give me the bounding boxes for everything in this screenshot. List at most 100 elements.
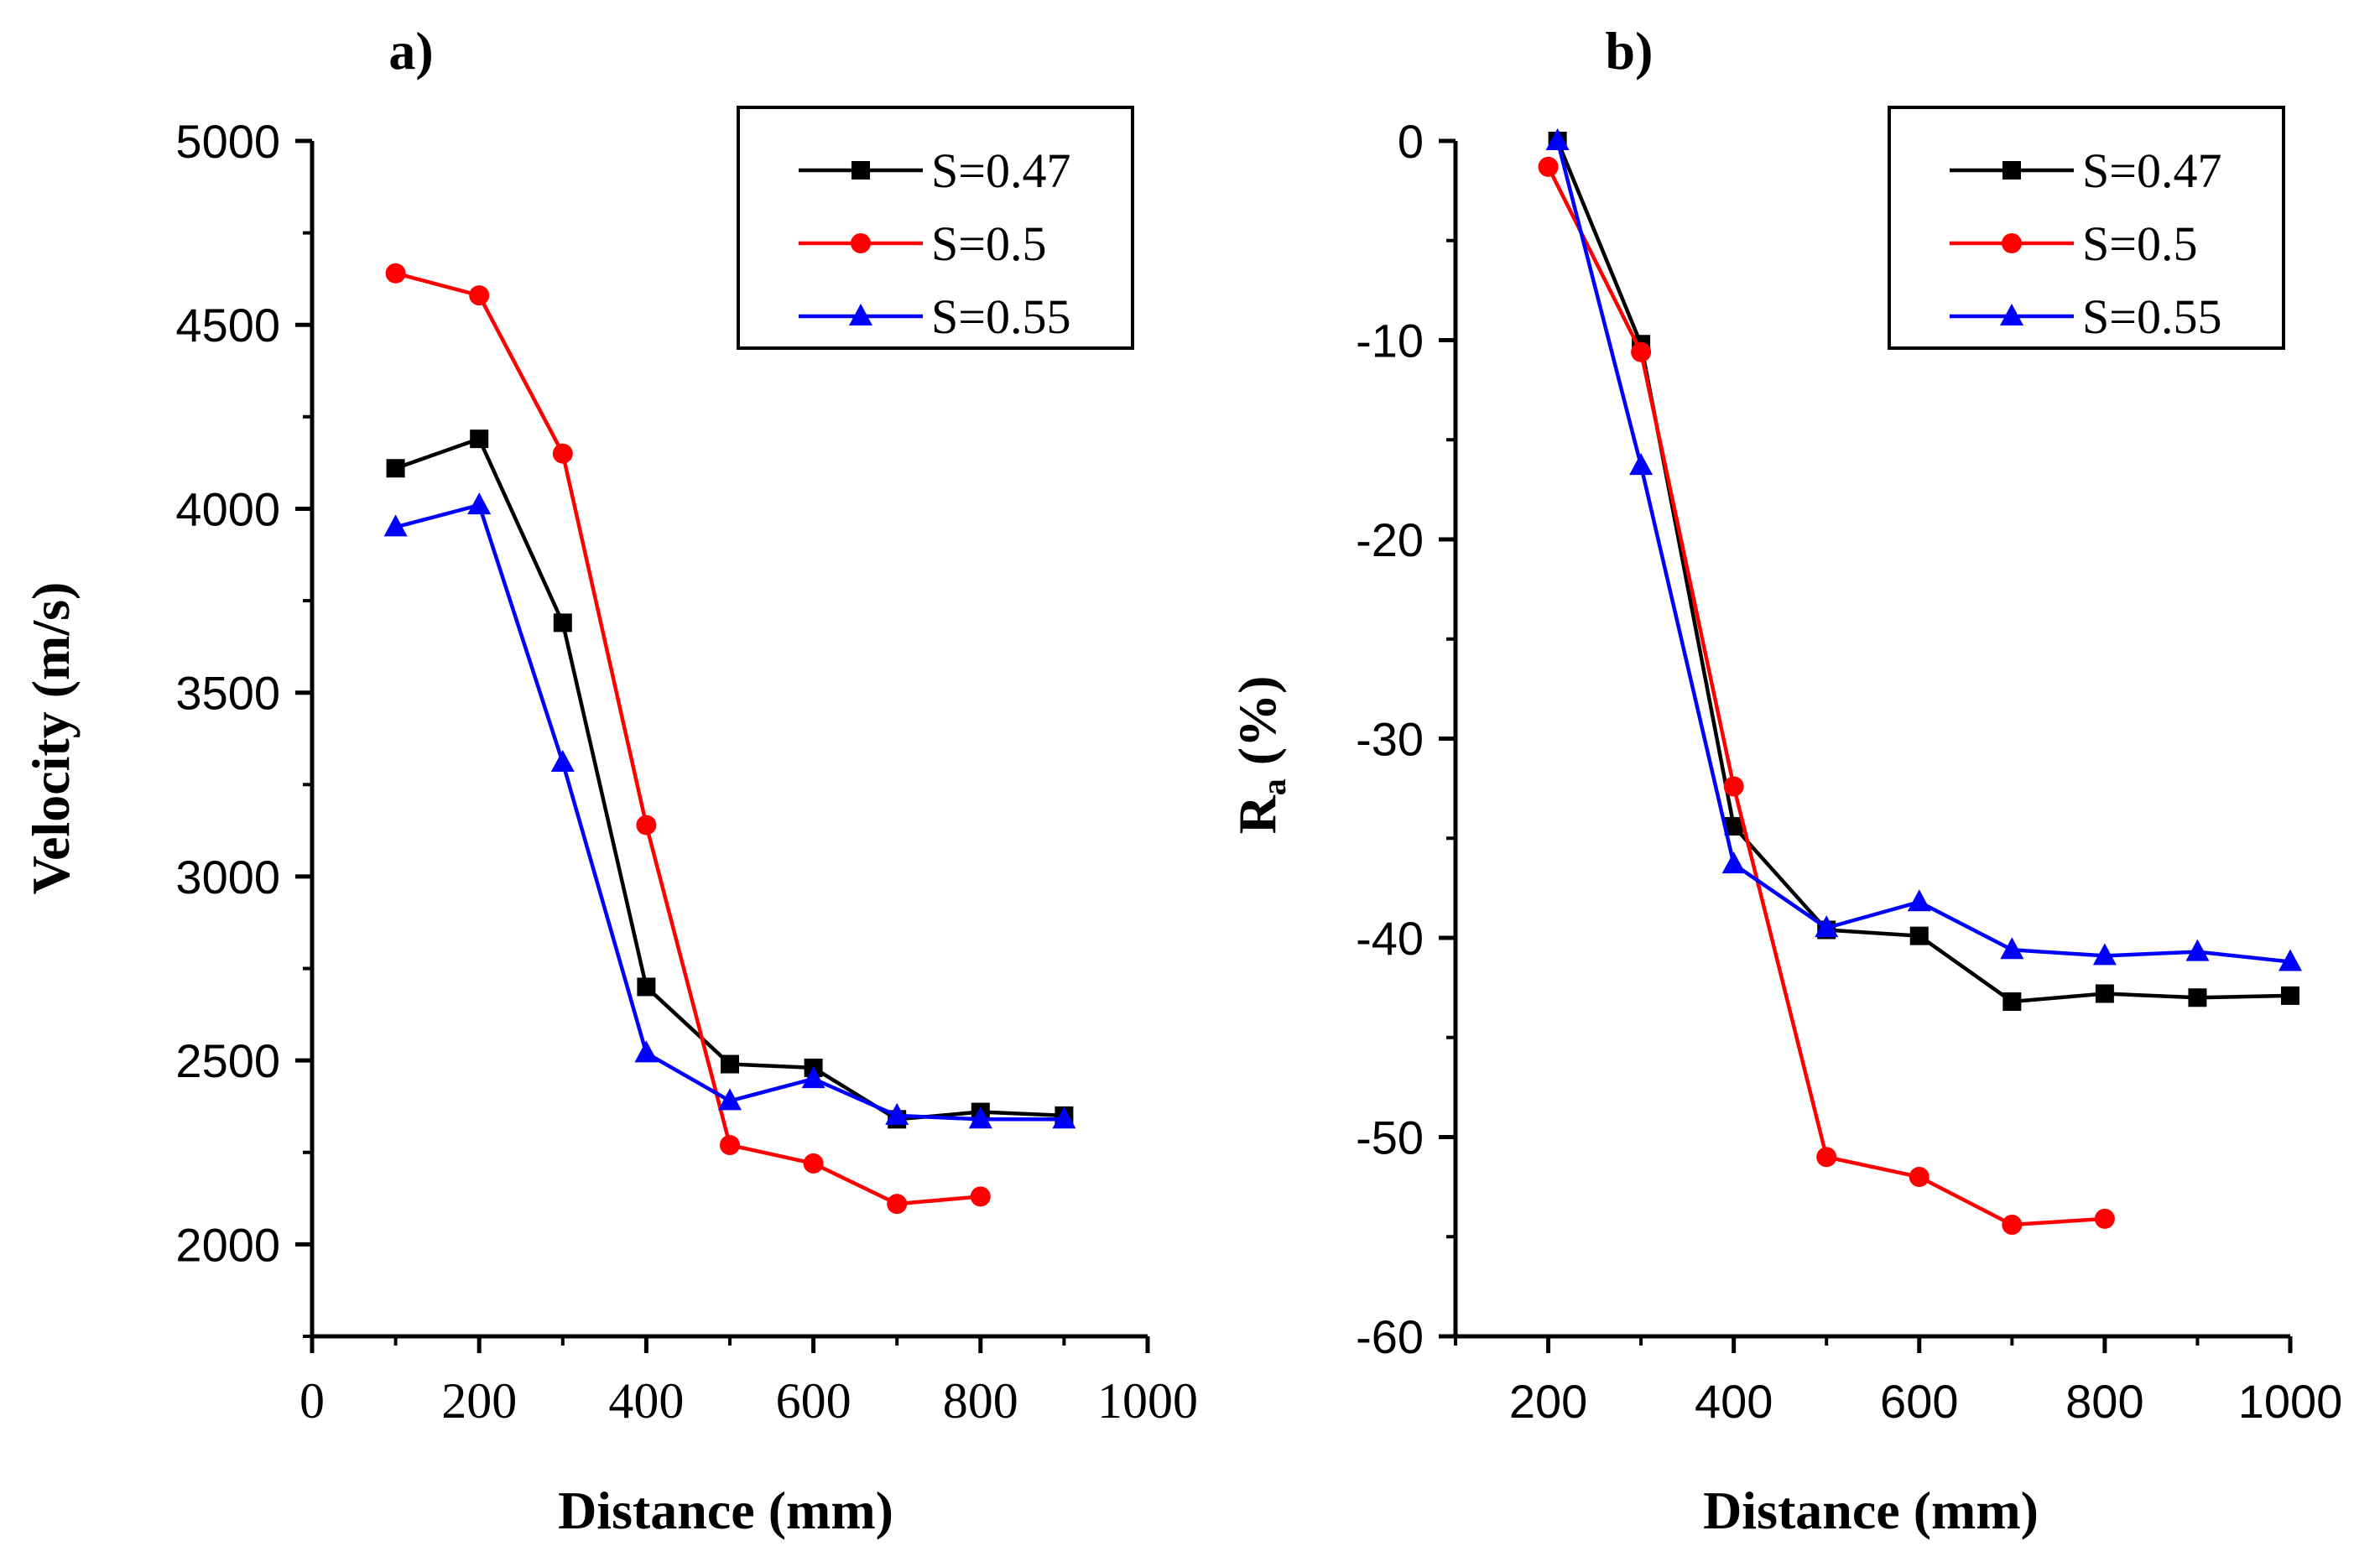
x-tick-label: 600 (1880, 1375, 1958, 1428)
data-point-triangle (383, 514, 408, 537)
data-point-circle (1723, 776, 1744, 797)
x-tick-label: 200 (441, 1373, 517, 1429)
data-point-square (2095, 984, 2114, 1003)
panel-b-label: b) (1606, 21, 1654, 81)
y-tick-label: 4000 (175, 482, 280, 535)
legend-label: S=0.5 (2082, 216, 2197, 271)
y-tick-label: -60 (1356, 1310, 1424, 1363)
panel-a-legend-box (737, 106, 1134, 350)
panel-b-y-axis-title-main: R (1227, 794, 1287, 834)
data-point-circle (887, 1194, 908, 1215)
panel-a-series (383, 263, 1076, 1215)
panel-a-label: a) (388, 21, 433, 81)
y-tick-label: -30 (1356, 713, 1424, 766)
data-point-circle (469, 285, 490, 306)
panel-b-legend: S=0.47 S=0.5 S=0.55 (1888, 106, 2285, 350)
panel-b-ticks: 0 -10 -20 -30 -40 -50 -60 200 400 600 800 1000 (1356, 115, 2342, 1428)
legend-label: S=0.55 (931, 289, 1070, 344)
legend-label: S=0.55 (2082, 289, 2221, 344)
legend-marker-square (851, 161, 870, 180)
y-tick-label: 3000 (175, 851, 280, 903)
data-point-triangle (2092, 943, 2117, 966)
y-tick-label: 5000 (175, 115, 280, 168)
y-tick-label: 3500 (175, 667, 280, 720)
data-point-circle (1909, 1167, 1930, 1187)
x-tick-label: 400 (1695, 1375, 1773, 1428)
panel-b-y-axis-title: Ra (%) (1227, 676, 1293, 835)
y-tick-label: -10 (1356, 315, 1424, 367)
data-point-circle (1538, 156, 1559, 177)
data-point-triangle (1629, 453, 1654, 476)
data-point-triangle (1545, 128, 1570, 150)
x-tick-label: 800 (943, 1373, 1018, 1429)
panel-b-x-axis-title: Distance (mm) (1703, 1481, 2039, 1540)
data-point-triangle (1907, 889, 1931, 912)
x-tick-label: 200 (1509, 1375, 1587, 1428)
y-tick-label: 4500 (175, 299, 280, 351)
data-point-square (721, 1054, 739, 1074)
panel-a-y-axis-title: Velocity (m/s) (21, 582, 81, 895)
data-point-square (386, 459, 405, 478)
panel-a-velocity-chart: a) 2000 2500 3000 3500 4000 4500 5000 0 200 400 60… (21, 21, 1198, 1540)
legend-marker-triangle (2000, 304, 2023, 325)
data-point-square (2002, 992, 2022, 1011)
y-tick-label: -50 (1356, 1111, 1424, 1164)
y-tick-label: -20 (1356, 513, 1424, 566)
panel-a-ticks: 2000 2500 3000 3500 4000 4500 5000 0 200 400 600 80… (175, 115, 1198, 1429)
series-line-S-0-47 (394, 436, 1065, 1122)
data-point-square (2188, 988, 2207, 1007)
data-point-circle (1816, 1147, 1837, 1168)
x-tick-label: 1000 (1097, 1373, 1198, 1429)
data-point-circle (803, 1153, 824, 1174)
x-tick-label: 600 (776, 1373, 851, 1429)
series-line-S-0-55 (395, 502, 1065, 1122)
data-point-square (637, 977, 656, 997)
data-point-triangle (550, 750, 575, 772)
y-tick-label: 2500 (175, 1034, 280, 1087)
data-point-triangle (1052, 1106, 1076, 1129)
data-point-triangle (885, 1102, 909, 1125)
data-point-triangle (718, 1088, 742, 1111)
panel-b-y-axis-title-subscript: a (1255, 778, 1293, 795)
panel-b-y-axis-title-group: Ra (%) (1227, 676, 1293, 835)
data-point-square (2281, 986, 2299, 1005)
panel-a-legend: S=0.47 S=0.5 S=0.55 (737, 106, 1134, 350)
data-point-square (470, 429, 489, 449)
legend-marker-square (2002, 161, 2021, 180)
legend-label: S=0.5 (931, 216, 1046, 271)
y-tick-label: -40 (1356, 912, 1424, 965)
panel-b-y-axis-title-unit: (%) (1227, 676, 1287, 779)
legend-label: S=0.47 (931, 143, 1070, 198)
panel-b-series (1538, 128, 2302, 1235)
y-tick-label: 2000 (175, 1218, 280, 1271)
legend-marker-triangle (849, 304, 872, 325)
data-point-triangle (1815, 915, 1839, 938)
data-point-triangle (801, 1066, 825, 1089)
data-point-triangle (1721, 851, 1746, 874)
data-point-triangle (634, 1040, 659, 1063)
data-point-square (1724, 817, 1743, 836)
data-point-circle (2094, 1208, 2115, 1229)
data-point-square (553, 613, 572, 633)
legend-marker-circle (2002, 233, 2022, 253)
data-point-circle (636, 815, 657, 836)
data-point-circle (2002, 1215, 2023, 1235)
data-point-triangle (2278, 949, 2302, 971)
data-point-circle (720, 1135, 740, 1155)
x-tick-label: 800 (2065, 1375, 2143, 1428)
data-point-circle (970, 1186, 991, 1207)
x-tick-label: 0 (299, 1373, 325, 1429)
data-point-triangle (467, 492, 492, 515)
legend-marker-circle (851, 233, 871, 253)
data-point-triangle (2000, 937, 2024, 960)
y-tick-label: 0 (1398, 115, 1424, 168)
data-point-triangle (968, 1106, 992, 1129)
data-point-square (1909, 926, 1929, 945)
legend-label: S=0.47 (2082, 143, 2221, 198)
data-point-circle (1631, 341, 1652, 362)
data-point-circle (552, 443, 573, 464)
x-tick-label: 1000 (2238, 1375, 2343, 1428)
data-point-circle (385, 263, 406, 284)
panel-b-legend-box (1888, 106, 2285, 350)
